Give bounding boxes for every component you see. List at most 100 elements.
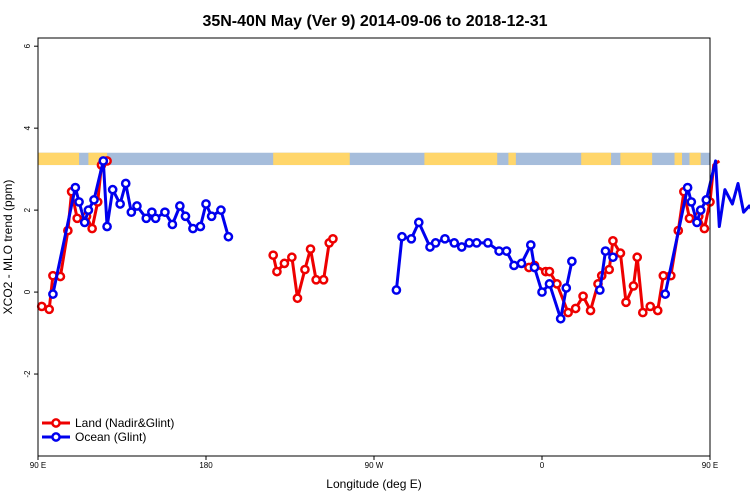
data-point <box>699 223 710 234</box>
data-point <box>552 279 562 289</box>
data-point <box>509 260 519 271</box>
data-point <box>471 238 482 248</box>
x-tick-label: 0 <box>540 461 545 470</box>
y-tick-label: 2 <box>23 207 32 212</box>
data-point <box>206 211 217 222</box>
data-point <box>578 291 588 302</box>
x-tick-label: 180 <box>199 461 213 470</box>
land-strip-segment <box>581 152 612 166</box>
surface-type-strip <box>38 152 710 166</box>
data-point <box>660 289 671 299</box>
data-point <box>621 297 631 308</box>
data-point <box>180 211 191 222</box>
data-point <box>223 231 234 242</box>
data-point <box>494 246 504 256</box>
data-point <box>188 223 198 234</box>
y-tick-label: 4 <box>23 125 32 130</box>
data-point <box>126 207 137 218</box>
land-strip-segment <box>424 152 498 166</box>
data-point <box>167 219 178 230</box>
data-point <box>525 240 536 250</box>
legend: Land (Nadir&Glint)Ocean (Glint) <box>42 416 174 444</box>
data-point <box>328 233 338 244</box>
legend-swatch-marker <box>51 418 61 428</box>
data-point <box>287 252 297 263</box>
land-strip-segment <box>674 152 682 166</box>
data-point <box>632 252 643 263</box>
data-point <box>595 285 605 295</box>
data-point <box>74 197 84 207</box>
data-point <box>201 199 211 209</box>
y-tick-label: -2 <box>23 370 32 378</box>
data-point <box>175 201 185 211</box>
y-tick-label: 0 <box>23 289 32 294</box>
data-point <box>83 205 94 215</box>
data-point <box>615 248 626 258</box>
data-point <box>305 244 316 254</box>
data-point <box>98 156 109 166</box>
x-axis: 90 E 180 90 W 0 90 E <box>30 456 718 470</box>
data-point <box>608 236 618 246</box>
land-strip-segment <box>273 152 350 166</box>
data-point <box>292 293 303 304</box>
legend-item: Land (Nadir&Glint) <box>42 416 174 430</box>
data-point <box>529 262 540 273</box>
data-point <box>440 233 450 244</box>
data-point <box>456 242 467 252</box>
data-point <box>44 304 55 315</box>
data-point <box>658 270 669 281</box>
data-point <box>406 233 417 244</box>
land-strip-segment <box>38 152 80 166</box>
data-point <box>544 266 555 277</box>
data-point <box>195 221 206 232</box>
data-point <box>537 287 547 297</box>
data-point <box>570 303 581 314</box>
ocean-strip <box>38 152 710 166</box>
data-point <box>70 182 81 193</box>
data-point <box>637 307 648 318</box>
data-point <box>132 201 142 211</box>
data-point <box>160 207 170 218</box>
data-point <box>652 305 663 316</box>
data-point <box>318 274 329 285</box>
data-point <box>464 238 475 248</box>
data-point <box>36 301 47 312</box>
data-point <box>695 205 706 215</box>
chart-title: 35N-40N May (Ver 9) 2014-09-06 to 2018-1… <box>202 13 547 30</box>
data-point <box>272 266 282 277</box>
data-point <box>516 258 527 269</box>
data-point <box>279 258 290 269</box>
data-point <box>107 184 118 195</box>
series-ocean <box>48 156 750 324</box>
data-point <box>501 246 512 256</box>
data-point <box>563 307 573 318</box>
data-point <box>600 246 611 256</box>
data-point <box>430 238 441 248</box>
legend-swatch-marker <box>51 432 61 442</box>
data-point <box>216 205 226 215</box>
y-tick-label: 6 <box>23 43 32 48</box>
data-point <box>608 252 618 263</box>
data-point <box>150 213 161 224</box>
plot-frame <box>37 37 711 457</box>
legend-item: Ocean (Glint) <box>42 430 146 444</box>
data-point <box>686 197 697 207</box>
legend-label: Land (Nadir&Glint) <box>75 416 174 430</box>
data-point <box>692 217 702 228</box>
data-point <box>701 195 712 205</box>
series-land <box>36 156 721 318</box>
x-tick-label: 90 E <box>702 461 718 470</box>
data-point <box>449 238 460 248</box>
data-point <box>585 305 596 316</box>
data-point <box>141 213 152 224</box>
legend-label: Ocean (Glint) <box>75 430 146 444</box>
data-point <box>79 217 90 228</box>
data-point <box>72 213 83 224</box>
y-axis-label: XCO2 - MLO trend (ppm) <box>1 180 15 315</box>
data-point <box>87 223 97 234</box>
data-point <box>567 256 577 267</box>
y-axis: 6 4 2 0 -2 <box>23 43 38 378</box>
data-point <box>561 283 572 293</box>
land-strip-segment <box>620 152 653 166</box>
